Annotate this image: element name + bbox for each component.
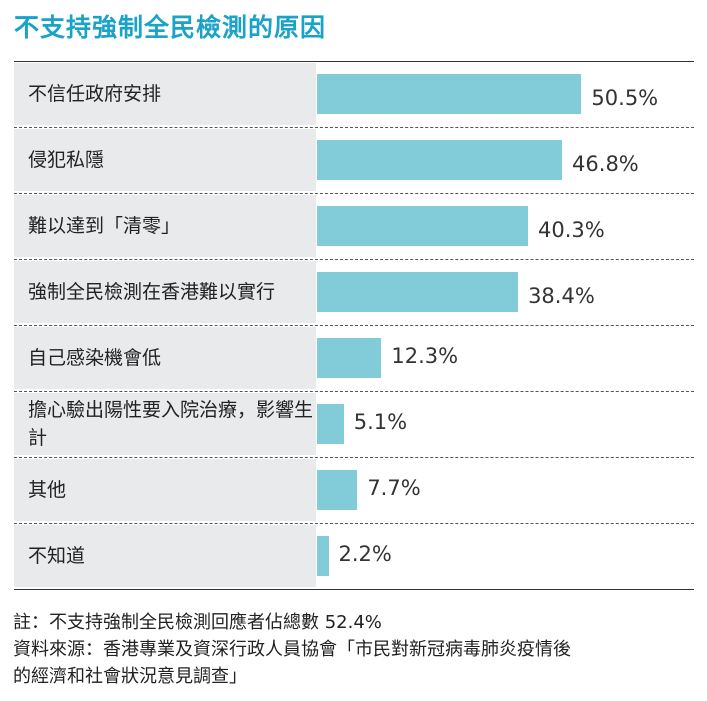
row-separator	[14, 523, 694, 524]
bar	[317, 140, 563, 180]
value-label: 5.1%	[353, 410, 408, 434]
row-separator	[14, 193, 694, 194]
value-label: 12.3%	[391, 344, 459, 368]
value-label: 46.8%	[572, 152, 639, 176]
value-label: 38.4%	[528, 284, 595, 308]
chart-top-rule	[14, 61, 694, 62]
category-label: 侵犯私隱	[28, 149, 105, 171]
value-label: 7.7%	[367, 476, 421, 500]
bar	[317, 404, 344, 444]
category-row-bg	[14, 129, 316, 191]
row-separator	[14, 127, 694, 128]
bar	[317, 272, 519, 312]
chart-bottom-rule	[14, 589, 694, 590]
value-label: 2.2%	[338, 542, 392, 566]
category-row-bg	[14, 525, 316, 587]
category-row-bg	[14, 459, 316, 521]
value-label: 50.5%	[591, 86, 659, 110]
category-label: 其他	[28, 479, 67, 501]
bar	[317, 206, 528, 246]
row-separator	[14, 391, 694, 392]
source-line-continued: 的經濟和社會狀況意見調查」	[13, 666, 247, 687]
bar	[317, 74, 582, 114]
category-label: 不知道	[28, 545, 86, 567]
row-separator	[14, 259, 694, 260]
category-label: 不信任政府安排	[28, 83, 162, 105]
bar	[317, 338, 382, 378]
source-line: 資料來源：香港專業及資深行政人員協會「市民對新冠病毒肺炎疫情後	[13, 639, 571, 660]
category-label: 自己感染機會低	[28, 347, 162, 369]
bar	[317, 470, 358, 510]
value-label: 40.3%	[538, 218, 605, 242]
row-separator	[14, 325, 694, 326]
row-separator	[14, 457, 694, 458]
category-label: 強制全民檢測在香港難以實行	[28, 281, 276, 303]
footnote: 註：不支持強制全民檢測回應者佔總數 52.4%	[13, 612, 382, 633]
category-row-bg	[14, 195, 316, 257]
category-label: 難以達到「清零」	[28, 215, 181, 237]
category-row-bg	[14, 327, 316, 389]
category-row-bg	[14, 261, 316, 323]
chart-title: 不支持強制全民檢測的原因	[14, 13, 327, 42]
category-row-bg	[14, 63, 316, 125]
category-label: 擔心驗出陽性要入院治療，影響生計	[28, 399, 314, 449]
bar	[317, 536, 329, 576]
category-row-bg	[14, 393, 316, 455]
bar-chart: 不信任政府安排 50.5% 侵犯私隱 46.8% 難以達到「清零」 40.3% 強制全民檢測…	[14, 61, 694, 590]
